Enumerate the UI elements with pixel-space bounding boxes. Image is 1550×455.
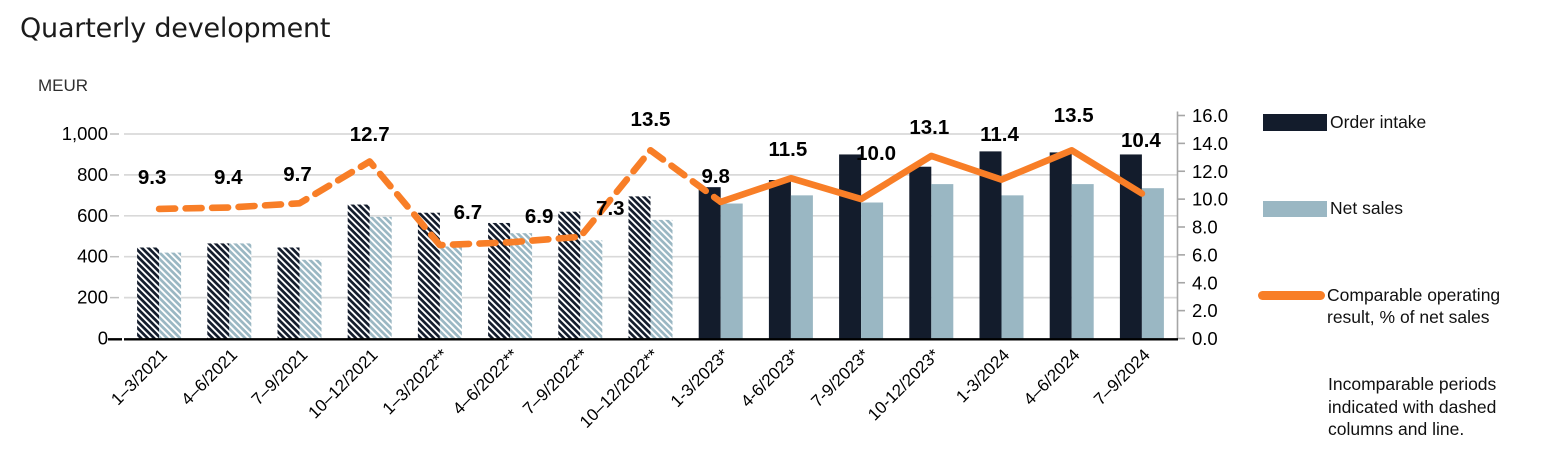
bar-order-intake [347,204,370,339]
left-axis-tick-label: 1,000 [62,123,108,144]
right-axis-tick-label: 14.0 [1192,133,1228,154]
bar-net-sales [720,203,743,339]
x-axis-tick-label: 1-3/2023* [667,345,733,411]
chart-plot-area: 0 200 400 600 800 1,000 0.0 2.0 4.0 6.0 8.0 10.0 12.… [62,104,1228,432]
bar-net-sales [510,233,533,339]
x-axis-tick-label: 10-12/2023* [864,345,943,424]
bar-order-intake [137,247,160,339]
bar-net-sales [1141,188,1164,339]
chart-legend: Order intake Net sales Comparable operat… [1256,0,1546,455]
operating-result-line-dashed [155,147,724,249]
bar-net-sales [439,246,462,339]
line-data-label: 12.7 [350,123,390,146]
left-axis-tick-label: 800 [77,164,108,185]
bar-order-intake [839,154,862,339]
bar-net-sales [650,219,673,339]
line-data-label: 7.3 [596,197,625,220]
line-data-label: 13.1 [909,116,949,139]
line-data-label: 10.4 [1121,129,1161,152]
bar-net-sales [159,252,182,339]
left-axis-tick-label: 0 [98,328,108,349]
x-axis-tick-label: 7–9/2021 [248,345,312,409]
legend-swatch-net-sales [1263,201,1327,217]
line-data-label: 13.5 [631,108,671,131]
line-data-label: 9.7 [283,163,312,186]
left-axis-tick-label: 400 [77,246,108,267]
bar-net-sales [299,259,322,339]
right-axis-tick-label: 4.0 [1192,272,1218,293]
line-data-label: 11.4 [980,123,1019,146]
right-axis-tick-label: 16.0 [1192,105,1228,126]
bar-order-intake [1049,152,1072,339]
x-axis-tick-label: 4–6/2022** [449,345,522,418]
line-data-label: 9.3 [138,166,167,189]
operating-result-line-solid [717,147,1146,206]
left-axis-unit-label: MEUR [38,76,89,95]
bar-order-intake [909,166,932,339]
x-axis-tick-label: 7–9/2024 [1090,345,1154,409]
legend-swatch-order-intake [1263,114,1327,131]
bar-net-sales [931,184,954,339]
bar-net-sales [369,216,392,339]
x-axis-tick-label: 1–3/2022** [379,345,452,418]
legend-swatch-operating-result-line [1258,291,1325,300]
line-data-label: 6.9 [525,205,554,228]
x-axis-tick-label: 1–3/2021 [107,345,171,409]
line-data-label: 10.0 [856,142,896,165]
right-axis: 0.0 2.0 4.0 6.0 8.0 10.0 12.0 14.0 16.0 [1176,105,1228,349]
bar-net-sales [580,240,603,339]
bar-net-sales [1071,184,1094,339]
bar-order-intake [628,196,651,339]
legend-label-order-intake: Order intake [1330,112,1427,132]
x-axis-tick-label: 7-9/2023* [807,345,873,411]
x-axis-tick-label: 4-6/2023* [737,345,803,411]
left-axis-tick-label: 600 [77,205,108,226]
left-axis-tick-label: 200 [77,287,108,308]
bar-order-intake [698,187,721,339]
line-data-label: 9.8 [701,165,730,188]
line-data-labels: 9.3 9.4 9.7 12.7 6.7 6.9 7.3 13.5 9.8 11.5 10.0 13.… [138,104,1162,228]
line-data-label: 6.7 [454,201,483,224]
bar-order-intake [488,222,511,339]
right-axis-tick-label: 2.0 [1192,300,1218,321]
x-axis-tick-label: 4–6/2024 [1020,345,1084,409]
bar-net-sales [1001,195,1024,339]
right-axis-tick-label: 12.0 [1192,161,1228,182]
x-axis-tick-label: 7–9/2022** [519,345,592,418]
bar-order-intake [207,243,230,339]
bar-net-sales [790,195,813,339]
x-axis-tick-label: 4–6/2021 [178,345,242,409]
bar-order-intake [277,247,300,339]
bar-order-intake [1119,154,1142,339]
right-axis-tick-label: 6.0 [1192,244,1218,265]
line-data-label: 13.5 [1054,104,1094,127]
bar-net-sales [229,243,252,339]
x-axis-tick-label: 10–12/2021 [305,345,382,422]
line-data-label: 9.4 [214,166,243,189]
right-axis-tick-label: 10.0 [1192,189,1228,210]
right-axis-tick-label: 8.0 [1192,217,1218,238]
bar-order-intake [768,180,791,339]
chart-title: Quarterly development [20,13,331,44]
legend-label-operating-result: Comparable operating result, % of net sa… [1327,285,1501,327]
x-axis-labels: 1–3/2021 4–6/2021 7–9/202110–12/20211–3/20… [107,345,1153,432]
bar-order-intake [979,151,1002,339]
bar-order-intake [558,211,581,339]
bar-order-intake [417,212,440,339]
legend-label-net-sales: Net sales [1330,198,1403,218]
bar-net-sales [861,202,884,339]
line-data-label: 11.5 [769,138,808,161]
x-axis-tick-label: 1-3/2024 [952,345,1013,406]
right-axis-tick-label: 0.0 [1192,328,1218,349]
bars [137,151,1164,339]
incomparable-periods-note: Incomparable periods indicated with dash… [1328,374,1497,439]
